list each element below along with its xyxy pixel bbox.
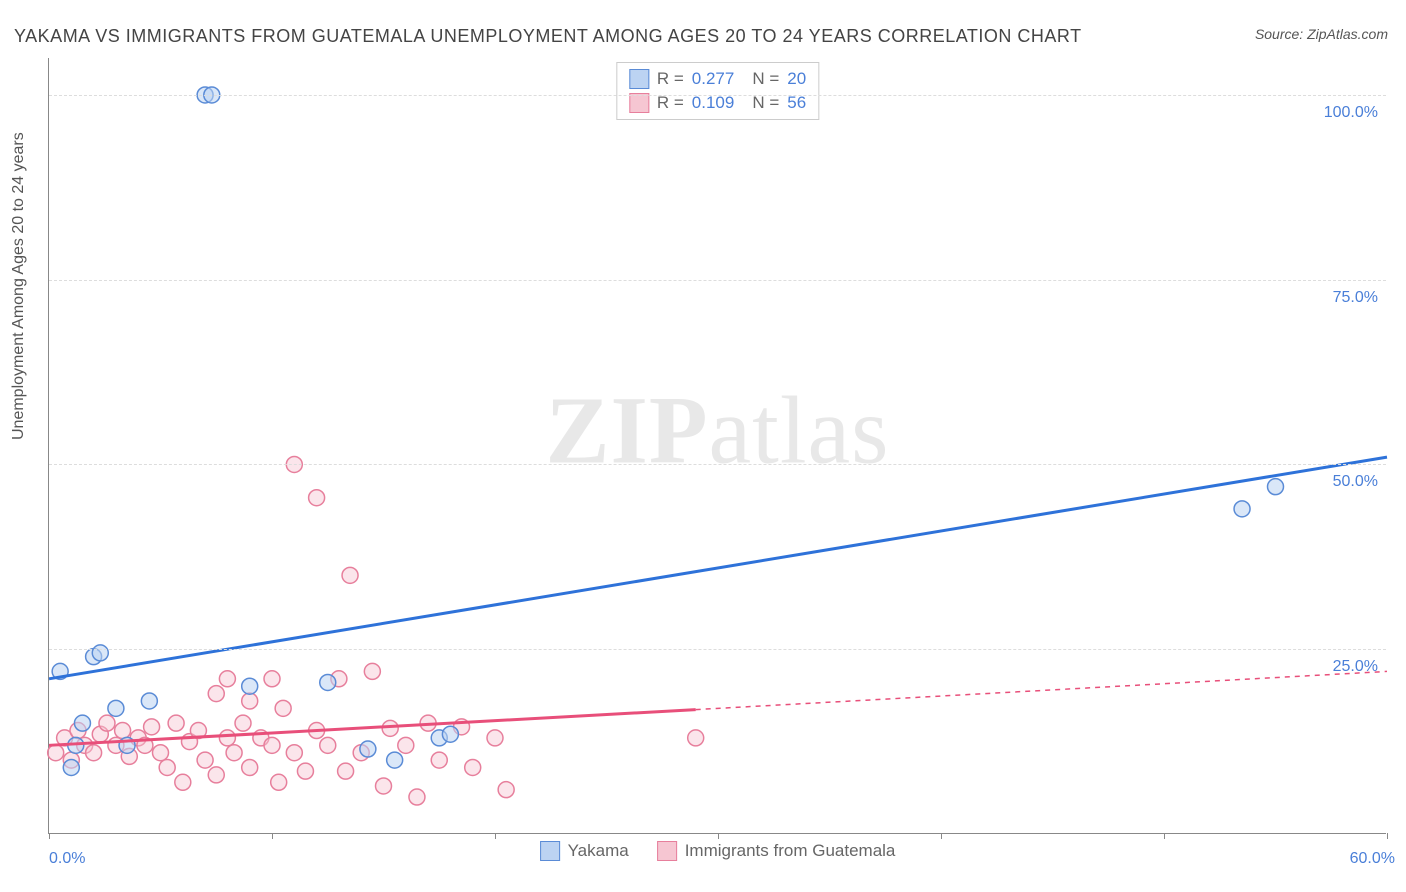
x-tick: [495, 833, 496, 839]
x-tick: [941, 833, 942, 839]
series-legend: Yakama Immigrants from Guatemala: [540, 841, 896, 861]
data-point: [141, 693, 157, 709]
data-point: [48, 745, 64, 761]
x-tick-label: 60.0%: [1337, 850, 1395, 868]
data-point: [320, 737, 336, 753]
y-tick-label: 25.0%: [1333, 658, 1378, 676]
data-point: [387, 752, 403, 768]
data-point: [360, 741, 376, 757]
data-point: [242, 678, 258, 694]
data-point: [219, 730, 235, 746]
data-point: [63, 759, 79, 775]
gridline: [49, 280, 1386, 281]
x-tick: [49, 833, 50, 839]
x-tick: [1387, 833, 1388, 839]
data-point: [264, 671, 280, 687]
data-point: [226, 745, 242, 761]
swatch-guatemala-icon: [657, 841, 677, 861]
data-point: [1234, 501, 1250, 517]
data-point: [342, 567, 358, 583]
data-point: [364, 663, 380, 679]
data-point: [465, 759, 481, 775]
data-point: [208, 686, 224, 702]
data-point: [99, 715, 115, 731]
data-point: [487, 730, 503, 746]
y-tick-label: 100.0%: [1324, 104, 1378, 122]
data-point: [197, 752, 213, 768]
data-point: [153, 745, 169, 761]
data-point: [86, 745, 102, 761]
gridline: [49, 464, 1386, 465]
data-point: [115, 723, 131, 739]
data-point: [264, 737, 280, 753]
data-point: [382, 720, 398, 736]
data-point: [275, 700, 291, 716]
data-point: [108, 700, 124, 716]
data-point: [159, 759, 175, 775]
swatch-yakama-icon: [540, 841, 560, 861]
trend-line-dashed: [696, 671, 1387, 709]
data-point: [242, 693, 258, 709]
data-point: [92, 645, 108, 661]
data-point: [398, 737, 414, 753]
data-point: [1268, 479, 1284, 495]
chart-title: YAKAMA VS IMMIGRANTS FROM GUATEMALA UNEM…: [14, 26, 1082, 47]
data-point: [297, 763, 313, 779]
x-tick: [272, 833, 273, 839]
data-point: [271, 774, 287, 790]
legend-item-yakama: Yakama: [540, 841, 629, 861]
trend-line: [49, 457, 1387, 679]
data-point: [74, 715, 90, 731]
data-point: [320, 674, 336, 690]
source-credit: Source: ZipAtlas.com: [1255, 26, 1388, 42]
data-point: [175, 774, 191, 790]
gridline: [49, 95, 1386, 96]
data-point: [309, 490, 325, 506]
plot-area: ZIPatlas R =0.277 N =20 R =0.109 N =56 Y…: [48, 58, 1386, 834]
x-tick-label: 0.0%: [49, 850, 85, 868]
x-tick: [1164, 833, 1165, 839]
data-point: [242, 759, 258, 775]
y-tick-label: 50.0%: [1333, 473, 1378, 491]
data-point: [338, 763, 354, 779]
data-point: [168, 715, 184, 731]
legend-item-guatemala: Immigrants from Guatemala: [657, 841, 896, 861]
data-point: [431, 752, 447, 768]
data-point: [409, 789, 425, 805]
data-point: [376, 778, 392, 794]
data-point: [235, 715, 251, 731]
y-axis-label: Unemployment Among Ages 20 to 24 years: [10, 132, 28, 440]
data-point: [219, 671, 235, 687]
data-point: [498, 782, 514, 798]
data-point: [286, 745, 302, 761]
data-point: [144, 719, 160, 735]
data-point: [688, 730, 704, 746]
y-tick-label: 75.0%: [1333, 289, 1378, 307]
chart-svg: [49, 58, 1386, 833]
x-tick: [718, 833, 719, 839]
data-point: [208, 767, 224, 783]
data-point: [442, 726, 458, 742]
gridline: [49, 649, 1386, 650]
